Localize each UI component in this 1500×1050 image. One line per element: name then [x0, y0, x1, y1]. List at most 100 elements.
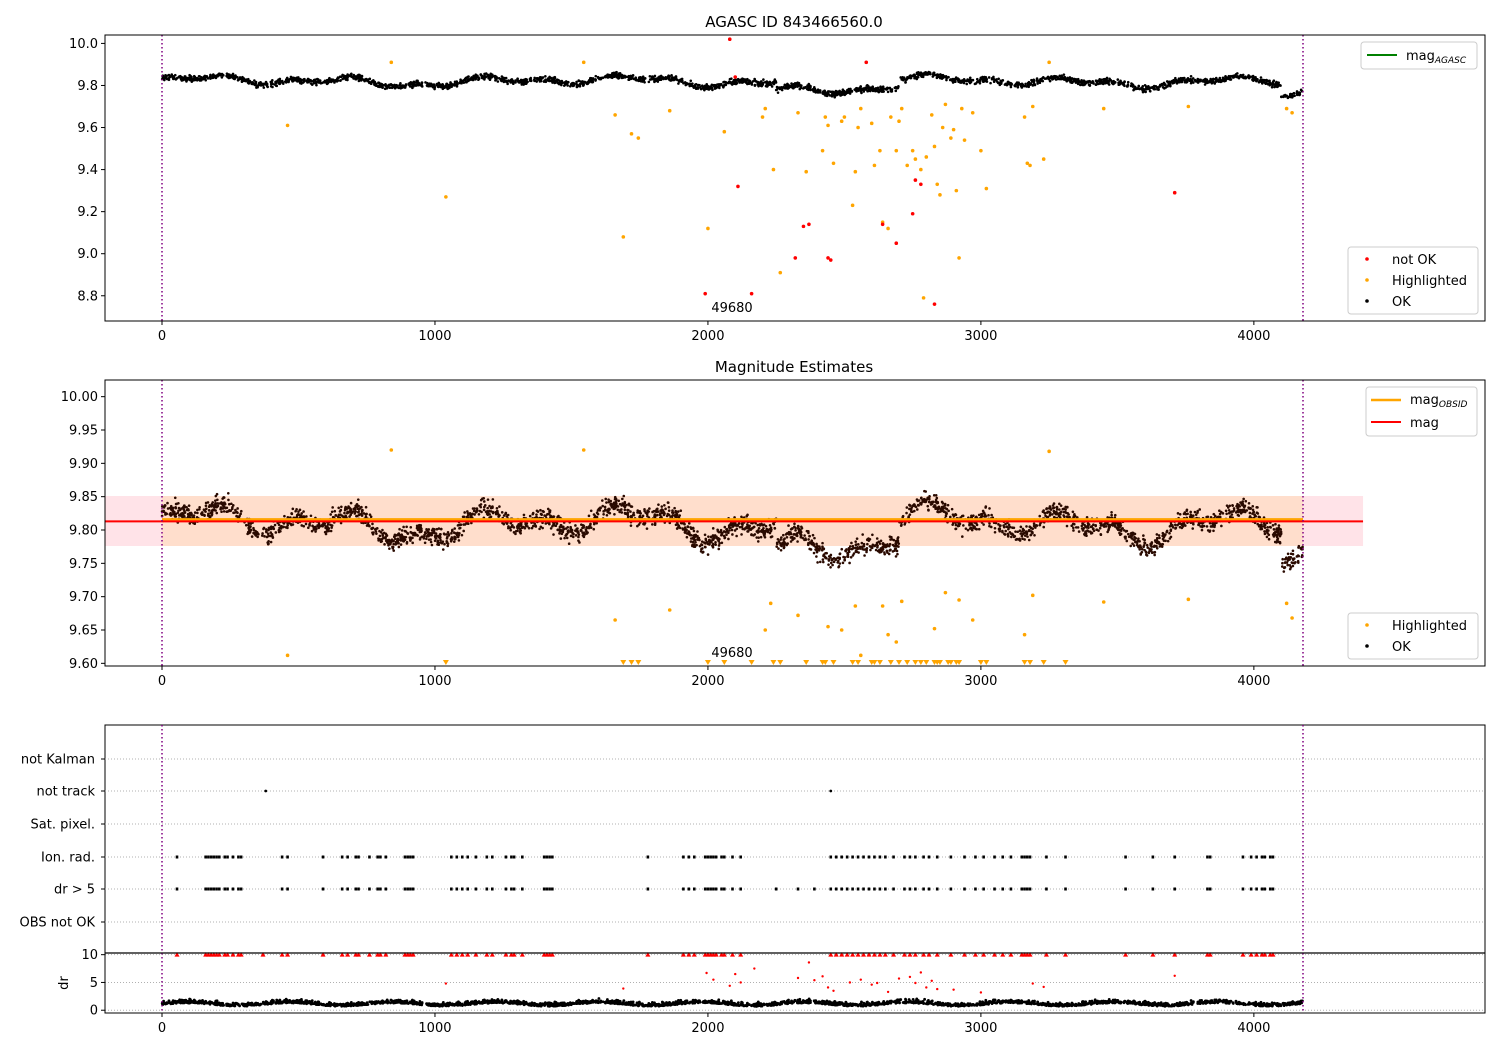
- ok-point: [346, 78, 349, 82]
- ok-point: [240, 80, 244, 84]
- ok-point: [1173, 523, 1177, 527]
- ok-point: [1246, 75, 1250, 78]
- ok-point: [848, 545, 852, 548]
- ok-point: [912, 73, 916, 77]
- ok-point: [589, 509, 593, 513]
- ok-point: [319, 81, 323, 85]
- ok-point: [1209, 525, 1213, 528]
- ok-point: [459, 523, 463, 526]
- p1-legend-agasc: magAGASC: [1360, 41, 1478, 70]
- ok-point: [605, 501, 608, 504]
- ok-point: [360, 509, 364, 512]
- ok-point: [389, 541, 393, 544]
- ok-point: [722, 530, 726, 533]
- ok-point: [831, 563, 834, 567]
- ok-point: [1083, 80, 1086, 83]
- ok-point: [812, 86, 816, 89]
- ok-point: [1040, 77, 1043, 81]
- ok-point: [719, 530, 723, 534]
- ok-point: [860, 545, 864, 549]
- ok-point: [816, 561, 819, 564]
- ok-point: [187, 504, 191, 507]
- ok-point: [904, 81, 907, 84]
- ok-point: [519, 78, 523, 82]
- ok-point: [1038, 523, 1042, 527]
- ok-point: [502, 514, 506, 517]
- ok-point: [587, 514, 591, 518]
- not-ok-point: [932, 302, 937, 306]
- ok-point: [383, 536, 387, 539]
- ok-point: [1054, 512, 1058, 516]
- ok-point: [969, 80, 973, 84]
- ok-point: [774, 81, 778, 84]
- ok-point: [1044, 77, 1048, 80]
- ok-point: [490, 75, 493, 79]
- ok-point: [546, 77, 550, 80]
- ok-point: [1023, 534, 1027, 537]
- ok-point: [375, 532, 378, 535]
- ok-point: [862, 542, 866, 546]
- ok-point: [896, 552, 899, 556]
- ok-point: [692, 85, 696, 88]
- highlighted-point: [1030, 104, 1035, 109]
- ok-point: [1279, 528, 1282, 531]
- ok-point: [741, 527, 744, 531]
- ok-point: [779, 538, 782, 541]
- ok-point: [563, 536, 566, 540]
- ok-point: [1263, 530, 1266, 533]
- not-ok-point: [727, 37, 732, 42]
- ok-point: [188, 73, 191, 77]
- ok-point: [1283, 93, 1287, 97]
- ok-point: [222, 510, 226, 513]
- ok-point: [433, 86, 436, 89]
- ok-point: [1213, 523, 1217, 527]
- ok-point: [1171, 526, 1175, 529]
- ok-point: [450, 531, 453, 535]
- ok-point: [366, 79, 370, 82]
- ok-point: [861, 547, 864, 551]
- ok-point: [349, 73, 353, 76]
- ok-point: [1189, 510, 1192, 514]
- ok-point: [172, 77, 175, 81]
- ok-point: [364, 505, 368, 509]
- ok-point: [1286, 96, 1290, 100]
- ok-point: [1043, 512, 1047, 515]
- ok-point: [1142, 534, 1145, 537]
- ok-point: [302, 524, 306, 528]
- p1-obsid-label: 49680: [711, 301, 752, 316]
- ok-point: [947, 509, 950, 513]
- x-tick-label: 2000: [691, 329, 724, 344]
- ok-point: [1155, 533, 1159, 536]
- ok-point: [1291, 564, 1295, 568]
- ok-point: [1002, 524, 1005, 527]
- ok-point: [732, 79, 736, 82]
- ok-point: [656, 510, 659, 513]
- ok-point: [290, 512, 293, 515]
- ok-point: [1147, 84, 1150, 88]
- ok-point: [1049, 76, 1053, 79]
- ok-point: [937, 510, 941, 514]
- ok-point: [400, 529, 404, 532]
- ok-point: [488, 504, 491, 508]
- ok-point: [357, 79, 361, 83]
- ok-point: [254, 80, 258, 84]
- ok-point: [1185, 81, 1188, 84]
- ok-point: [775, 88, 779, 91]
- ok-point: [1288, 564, 1292, 567]
- ok-point: [677, 82, 680, 85]
- ok-point: [932, 72, 936, 76]
- ok-point: [1164, 86, 1168, 89]
- ok-point: [1153, 550, 1157, 554]
- ok-point: [814, 545, 817, 548]
- ok-point: [945, 78, 948, 82]
- ok-point: [501, 78, 505, 81]
- highlighted-point: [621, 235, 626, 239]
- ok-point: [225, 506, 229, 510]
- ok-point: [357, 513, 361, 517]
- ok-point: [645, 527, 649, 530]
- ok-point: [1251, 505, 1255, 508]
- highlighted-point: [935, 182, 940, 187]
- ok-point: [776, 91, 780, 94]
- ok-point: [870, 545, 874, 548]
- not-ok-point: [919, 182, 923, 187]
